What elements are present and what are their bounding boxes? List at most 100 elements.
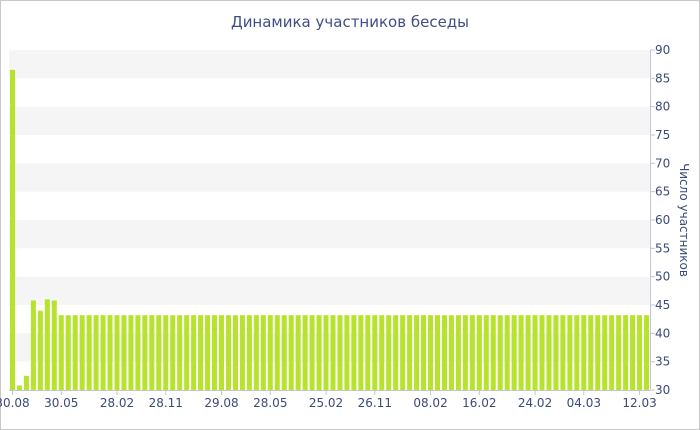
bar bbox=[114, 315, 120, 390]
bar bbox=[407, 315, 413, 390]
bar bbox=[295, 315, 301, 390]
bar bbox=[323, 315, 329, 390]
bar bbox=[205, 315, 211, 390]
bar bbox=[65, 315, 71, 390]
bar bbox=[386, 315, 392, 390]
bar bbox=[330, 315, 336, 390]
bar bbox=[198, 315, 204, 390]
bar bbox=[212, 315, 218, 390]
bar bbox=[191, 315, 197, 390]
chart-title: Динамика участников беседы bbox=[230, 13, 470, 31]
grid-bands bbox=[9, 50, 650, 362]
bar bbox=[16, 385, 22, 390]
bar bbox=[337, 315, 343, 390]
bar bbox=[400, 315, 406, 390]
x-tick-label: 12.03 bbox=[622, 396, 656, 410]
bar bbox=[309, 315, 315, 390]
bar bbox=[316, 315, 322, 390]
x-tick-label: 04.03 bbox=[567, 396, 601, 410]
x-tick-label: 28.05 bbox=[253, 396, 287, 410]
bar bbox=[539, 315, 545, 390]
bar bbox=[630, 315, 636, 390]
bar bbox=[372, 315, 378, 390]
x-tick-label: 25.02 bbox=[309, 396, 343, 410]
bar bbox=[588, 315, 594, 390]
bar bbox=[184, 315, 190, 390]
bar bbox=[121, 315, 127, 390]
bar bbox=[260, 315, 266, 390]
y-tick-label: 70 bbox=[655, 156, 670, 170]
y-tick-label: 30 bbox=[655, 383, 670, 397]
bar bbox=[365, 315, 371, 390]
bar bbox=[455, 315, 461, 390]
bar bbox=[483, 315, 489, 390]
y-axis-label: Число участников bbox=[677, 163, 691, 277]
bar bbox=[553, 315, 559, 390]
bar bbox=[511, 315, 517, 390]
grid-band bbox=[9, 276, 650, 305]
bar bbox=[239, 315, 245, 390]
y-tick-label: 80 bbox=[655, 100, 670, 114]
bar bbox=[358, 315, 364, 390]
bar bbox=[100, 315, 106, 390]
x-tick-label: 26.11 bbox=[358, 396, 392, 410]
bar bbox=[623, 315, 629, 390]
bar bbox=[246, 315, 252, 390]
bar bbox=[490, 315, 496, 390]
bar bbox=[379, 315, 385, 390]
y-tick-label: 45 bbox=[655, 298, 670, 312]
bar bbox=[462, 315, 468, 390]
bar bbox=[581, 315, 587, 390]
x-tick-label: 30.05 bbox=[44, 396, 78, 410]
bar bbox=[518, 315, 524, 390]
bar bbox=[448, 315, 454, 390]
bar bbox=[163, 315, 169, 390]
bar bbox=[232, 315, 238, 390]
y-tick-label: 35 bbox=[655, 355, 670, 369]
bar bbox=[219, 315, 225, 390]
bar bbox=[135, 315, 141, 390]
bar bbox=[225, 315, 231, 390]
bar bbox=[546, 315, 552, 390]
bar bbox=[302, 315, 308, 390]
bar bbox=[476, 315, 482, 390]
bar bbox=[637, 315, 643, 390]
bar bbox=[351, 315, 357, 390]
y-tick-label: 60 bbox=[655, 213, 670, 227]
bar bbox=[532, 315, 538, 390]
bar bbox=[560, 315, 566, 390]
bar bbox=[9, 69, 15, 390]
bar bbox=[504, 315, 510, 390]
bar bbox=[288, 315, 294, 390]
bar bbox=[595, 315, 601, 390]
bar bbox=[567, 315, 573, 390]
y-tick-label: 65 bbox=[655, 185, 670, 199]
bar bbox=[434, 315, 441, 390]
x-tick-label: 24.02 bbox=[518, 396, 552, 410]
bar bbox=[469, 315, 475, 390]
y-axis: 30 35 40 45 50 55 60 65 70 75 80 85 90 bbox=[650, 43, 670, 397]
bar bbox=[128, 315, 134, 390]
bar bbox=[170, 315, 176, 390]
x-tick-label: 28.02 bbox=[100, 396, 134, 410]
bars bbox=[9, 69, 650, 390]
bar bbox=[44, 299, 50, 390]
grid-band bbox=[9, 163, 650, 192]
bar bbox=[414, 315, 420, 390]
bar bbox=[393, 315, 399, 390]
bar bbox=[267, 315, 273, 390]
bar bbox=[274, 315, 280, 390]
y-tick-label: 50 bbox=[655, 270, 670, 284]
x-tick-label: 30.08 bbox=[0, 396, 30, 410]
y-tick-label: 55 bbox=[655, 241, 670, 255]
bar bbox=[441, 315, 447, 390]
bar bbox=[421, 315, 427, 390]
y-tick-label: 85 bbox=[655, 71, 670, 85]
bar bbox=[344, 315, 350, 390]
bar bbox=[72, 315, 78, 390]
bar bbox=[93, 315, 99, 390]
x-tick-label: 08.02 bbox=[413, 396, 447, 410]
bar bbox=[281, 315, 287, 390]
y-tick-label: 40 bbox=[655, 326, 670, 340]
